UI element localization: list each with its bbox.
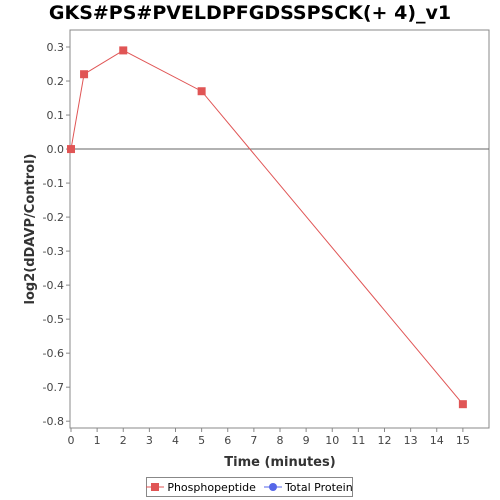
data-point [197,87,206,96]
x-axis-label: Time (minutes) [224,455,335,470]
legend-marker-circle-icon [263,483,282,491]
plot-frame [69,29,490,429]
y-tick-label: 0.2 [47,75,65,88]
x-tick-label: 3 [146,434,153,447]
data-point [458,400,467,409]
y-tick-label: -0.5 [43,313,64,326]
y-tick-label: 0.3 [47,41,65,54]
legend-label-total-protein: Total Protein [284,480,353,494]
legend-item-phosphopeptide: Phosphopeptide [146,481,256,494]
x-tick-label: 5 [198,434,205,447]
x-tick-label: 15 [456,434,470,447]
x-tick-label: 10 [325,434,339,447]
y-tick-label: -0.1 [43,177,64,190]
x-tick-label: 1 [94,434,101,447]
y-axis-label: log2(dDAVP/Control) [23,154,38,305]
x-tick-label: 6 [224,434,231,447]
x-tick-label: 14 [430,434,444,447]
x-tick-label: 8 [277,434,284,447]
y-tick-label: 0.1 [47,109,65,122]
x-tick-label: 12 [378,434,392,447]
data-point [119,46,128,55]
legend-item-total-protein: Total Protein [263,480,353,494]
y-tick-label: -0.4 [43,279,64,292]
y-tick-label: 0.0 [47,143,65,156]
data-point [67,145,75,154]
y-tick-label: -0.3 [43,245,64,258]
legend-label-phosphopeptide: Phosphopeptide [167,480,256,494]
chart-title: GKS#PS#PVELDPFGDSSPSCK(+ 4)_v1 [48,2,452,24]
data-point [80,70,89,79]
x-tick-label: 9 [303,434,310,447]
legend-marker-square-icon [146,483,165,491]
y-tick-label: -0.8 [43,415,64,428]
x-tick-label: 4 [172,434,179,447]
x-tick-label: 13 [404,434,418,447]
x-tick-label: 7 [250,434,257,447]
y-tick-label: -0.6 [43,347,64,360]
y-tick-label: -0.7 [43,381,64,394]
x-tick-label: 2 [120,434,127,447]
x-tick-label: 11 [351,434,365,447]
y-tick-label: -0.2 [43,211,64,224]
x-tick-label: 0 [68,434,75,447]
chart-legend: Phosphopeptide Total Protein [146,477,353,497]
